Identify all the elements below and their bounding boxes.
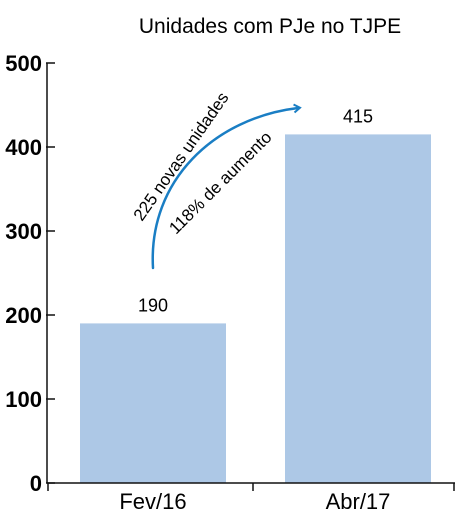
y-tick-label: 500 <box>5 51 42 76</box>
bars: 190 415 <box>80 106 431 483</box>
bar <box>285 134 431 483</box>
x-axis: Fev/16 Abr/17 <box>47 482 455 514</box>
chart-title: Unidades com PJe no TJPE <box>139 15 401 38</box>
growth-arrow <box>151 103 302 270</box>
y-tick-label: 300 <box>5 219 42 244</box>
y-tick-label: 400 <box>5 135 42 160</box>
growth-annotation: 225 novas unidades 118% de aumento <box>130 89 302 270</box>
y-axis: 0 100 200 300 400 500 <box>5 51 55 496</box>
bar-value-label: 190 <box>138 295 168 315</box>
annotation-new-units: 225 novas unidades <box>130 89 233 225</box>
y-tick-label: 200 <box>5 303 42 328</box>
x-category-label: Abr/17 <box>326 489 391 514</box>
y-tick-label: 100 <box>5 387 42 412</box>
y-tick-label: 0 <box>30 471 42 496</box>
x-category-label: Fev/16 <box>119 489 186 514</box>
bar-value-label: 415 <box>343 106 373 126</box>
bar <box>80 323 226 483</box>
